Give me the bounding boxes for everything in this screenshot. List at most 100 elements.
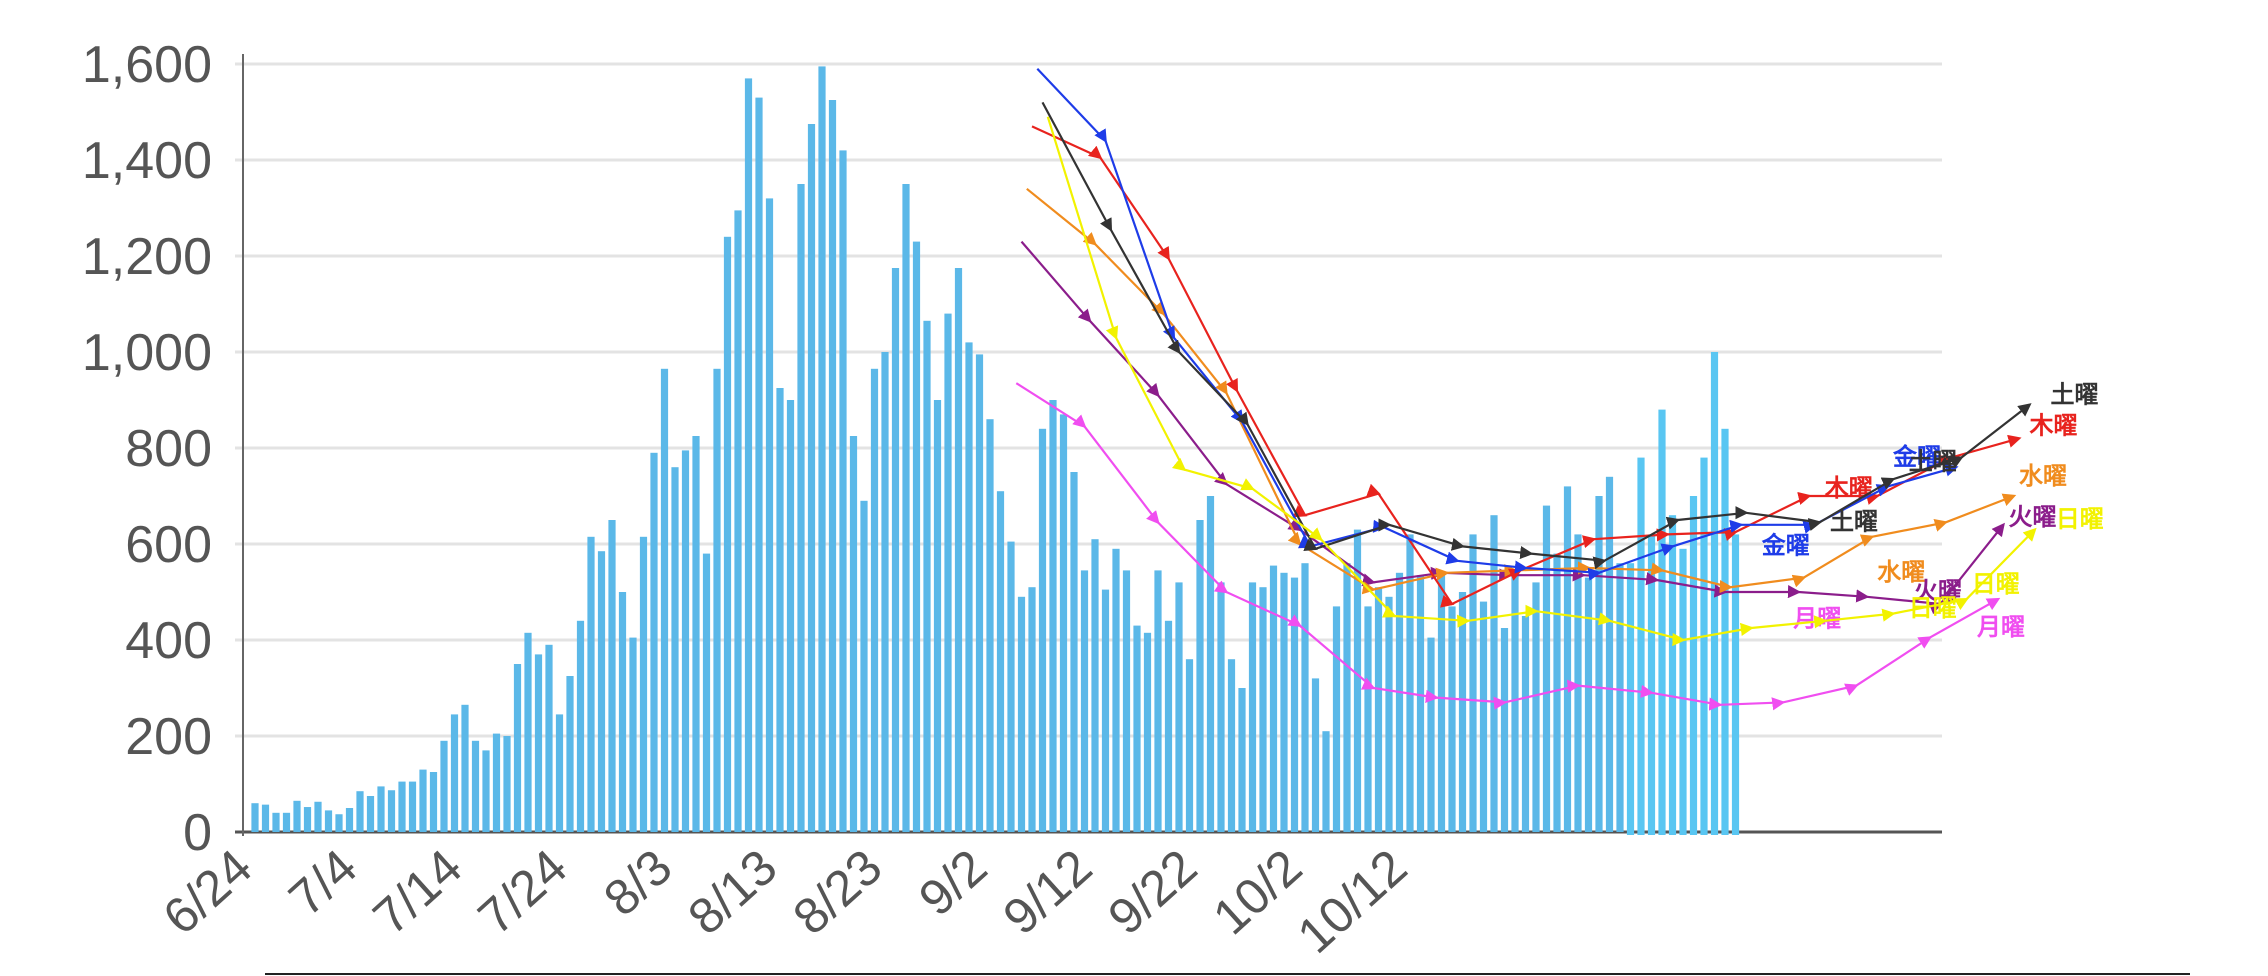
bar <box>482 750 490 832</box>
bar <box>1563 486 1572 832</box>
bar <box>1206 496 1215 832</box>
series-line <box>1041 101 2032 570</box>
bar <box>639 536 648 832</box>
bar <box>1637 457 1645 835</box>
x-tick-label: 10/12 <box>1287 839 1417 964</box>
bar <box>744 78 753 832</box>
series-label: 水曜 <box>2019 462 2067 490</box>
bar <box>1595 496 1603 832</box>
bar <box>1248 582 1257 832</box>
bar <box>818 66 826 832</box>
bar <box>776 388 784 832</box>
bar <box>713 368 721 832</box>
bar <box>629 637 637 832</box>
bar <box>1238 688 1246 832</box>
bar <box>1469 534 1477 832</box>
bar <box>555 714 564 832</box>
bar <box>870 368 879 832</box>
x-tick-label: 8/3 <box>593 839 682 927</box>
bar <box>1133 625 1141 832</box>
bar <box>314 801 322 832</box>
bar <box>1164 620 1173 832</box>
series-label: 火曜 <box>2009 503 2057 531</box>
y-tick-label: 1,200 <box>82 228 212 286</box>
bar <box>923 320 931 832</box>
x-tick-label: 9/22 <box>1098 839 1208 946</box>
x-tick-label: 8/23 <box>783 839 893 946</box>
bar <box>597 551 606 832</box>
bar <box>1584 577 1593 832</box>
bar <box>1259 587 1267 832</box>
bar <box>912 241 921 833</box>
x-tick-label: 7/24 <box>468 839 578 946</box>
x-tick-label: 9/2 <box>908 839 997 927</box>
y-axis: 0 200 400 600 800 1,000 1,200 1,400 1,600 <box>82 36 244 862</box>
y-tick-label: 1,400 <box>82 132 212 190</box>
bar <box>1626 563 1635 835</box>
bar <box>545 644 553 832</box>
bar <box>986 419 994 832</box>
y-tick-label: 400 <box>125 612 212 670</box>
bar <box>1416 575 1425 832</box>
bar <box>797 184 805 832</box>
series-label: 日曜 <box>1909 594 1957 622</box>
bar <box>975 354 984 832</box>
bar <box>1049 400 1057 832</box>
bar <box>881 352 889 832</box>
bar <box>492 733 501 832</box>
bar <box>1437 572 1446 832</box>
bar <box>587 536 595 832</box>
bar <box>902 184 910 832</box>
bar <box>650 452 658 832</box>
bar <box>1311 678 1320 832</box>
bar <box>1448 606 1456 832</box>
bar <box>408 781 417 832</box>
bar <box>681 450 690 832</box>
bar <box>251 803 259 832</box>
bar <box>1658 409 1666 835</box>
bar <box>1500 628 1509 832</box>
series-line <box>1020 240 2005 615</box>
series-label: 木曜 <box>2029 412 2078 440</box>
bar <box>933 400 942 832</box>
bar <box>996 491 1005 832</box>
y-tick-label: 0 <box>183 804 212 862</box>
bar <box>755 97 763 833</box>
bar <box>618 592 627 832</box>
bar <box>1406 534 1414 832</box>
bar <box>1710 352 1719 835</box>
bar <box>576 620 585 832</box>
bar <box>1059 414 1068 832</box>
x-tick-label: 9/12 <box>993 839 1103 946</box>
bar <box>1521 616 1530 832</box>
bar <box>1154 570 1162 832</box>
bar <box>1668 515 1677 835</box>
series-label: 月曜 <box>1976 613 2025 641</box>
bar <box>828 100 837 832</box>
bar <box>1616 563 1624 832</box>
bar <box>954 268 963 832</box>
bar <box>1101 589 1110 832</box>
bar <box>608 520 616 832</box>
bar <box>1679 548 1687 835</box>
series-line <box>1036 68 1959 581</box>
bar <box>1227 659 1236 832</box>
bar <box>849 436 858 832</box>
bar <box>1290 577 1299 832</box>
bar <box>303 807 312 832</box>
bar <box>1007 541 1015 832</box>
x-axis: 6/24 7/47/147/24 8/38/138/23 9/29/129/22 10/… <box>153 839 2190 975</box>
bar <box>807 124 816 832</box>
bars <box>251 66 1740 835</box>
bar <box>261 804 270 832</box>
bar <box>734 210 742 832</box>
bar <box>891 268 900 832</box>
bar <box>387 790 396 832</box>
bar <box>1217 582 1225 832</box>
bar <box>692 436 700 832</box>
series-line <box>1046 116 2037 647</box>
bar <box>1427 637 1435 832</box>
x-tick-label: 8/13 <box>678 839 788 946</box>
